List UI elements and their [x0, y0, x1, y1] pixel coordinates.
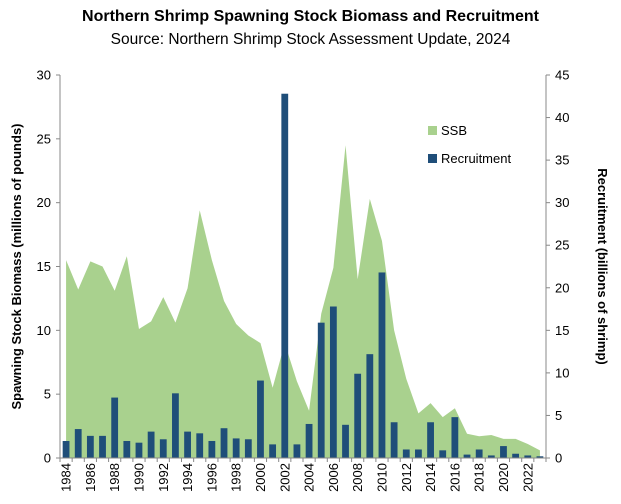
y2-tick-label: 25 [555, 238, 569, 253]
legend-recruitment-label: Recruitment [441, 151, 511, 166]
y-axis-title: Spawning Stock Biomass (millions of poun… [9, 123, 24, 409]
chart-subtitle: Source: Northern Shrimp Stock Assessment… [110, 31, 511, 48]
recruitment-bar-2020 [500, 446, 507, 458]
y-tick-label: 0 [44, 451, 51, 466]
chart-title: Northern Shrimp Spawning Stock Biomass a… [82, 8, 539, 25]
y2-tick-label: 45 [555, 68, 569, 83]
legend-ssb-label: SSB [441, 123, 467, 138]
y2-tick-label: 20 [555, 280, 569, 295]
recruitment-bar-2001 [269, 444, 277, 458]
x-tick-label: 2010 [374, 463, 389, 492]
x-tick-label: 2000 [253, 463, 268, 492]
recruitment-bar-2022 [524, 455, 532, 458]
recruitment-bar-2016 [451, 417, 459, 458]
x-tick-label: 2002 [277, 463, 292, 492]
y2-tick-label: 30 [555, 195, 569, 210]
x-tick-label: 2008 [350, 463, 365, 492]
x-tick-label: 1992 [156, 463, 171, 492]
recruitment-bar-1997 [220, 428, 228, 458]
recruitment-bar-2000 [257, 380, 264, 458]
legend: SSB Recruitment [428, 123, 511, 166]
recruitment-bar-2010 [378, 272, 386, 458]
recruitment-bar-2018 [475, 449, 483, 458]
x-tick-label: 1990 [131, 463, 146, 492]
recruitment-bar-2015 [439, 450, 447, 458]
recruitment-bar-2019 [487, 455, 495, 458]
y2-axis-title: Recruitment (billions of shrimp) [595, 168, 610, 364]
recruitment-bar-1991 [147, 431, 155, 458]
x-tick-label: 2014 [423, 463, 438, 492]
x-tick-label: 2016 [447, 463, 462, 492]
y-tick-label: 10 [37, 323, 51, 338]
recruitment-bar-1995 [196, 433, 204, 458]
recruitment-bar-1988 [111, 397, 119, 458]
x-tick-label: 2006 [326, 463, 341, 492]
x-tick-label: 2018 [472, 463, 487, 492]
x-tick-label: 1984 [59, 463, 74, 492]
recruitment-bar-2014 [427, 422, 434, 458]
recruitment-bar-2005 [317, 322, 325, 458]
recruitment-bar-1996 [208, 440, 216, 458]
recruitment-bar-1992 [159, 439, 167, 458]
ssb-area [66, 145, 540, 458]
y2-tick-label: 35 [555, 153, 569, 168]
recruitment-bar-2021 [512, 453, 520, 458]
recruitment-bar-2007 [342, 424, 349, 458]
x-tick-label: 1988 [107, 463, 122, 492]
x-tick-label: 2022 [520, 463, 535, 492]
recruitment-bar-2006 [329, 306, 337, 458]
y-tick-label: 30 [37, 68, 51, 83]
y-tick-label: 25 [37, 131, 51, 146]
legend-recruitment-swatch [428, 154, 437, 163]
recruitment-bar-2017 [463, 454, 471, 458]
recruitment-bar-2009 [366, 354, 374, 458]
y-tick-label: 15 [37, 259, 51, 274]
recruitment-bar-1989 [123, 440, 131, 458]
recruitment-bar-1987 [99, 435, 106, 458]
recruitment-bar-1984 [62, 440, 70, 458]
recruitment-bar-2013 [415, 449, 422, 458]
y2-tick-label: 10 [555, 365, 569, 380]
y2-tick-label: 5 [555, 408, 562, 423]
recruitment-bar-1986 [86, 435, 94, 458]
recruitment-bar-1999 [244, 439, 252, 458]
recruitment-bar-1990 [135, 442, 143, 458]
y2-tick-label: 40 [555, 110, 569, 125]
y-tick-label: 5 [44, 387, 51, 402]
recruitment-bar-2004 [305, 423, 313, 458]
x-tick-label: 1994 [180, 463, 195, 492]
recruitment-bar-1993 [172, 393, 179, 458]
recruitment-bar-2002 [281, 93, 289, 458]
legend-ssb-swatch [428, 126, 437, 135]
recruitment-bar-1998 [232, 438, 240, 458]
recruitment-bar-1985 [74, 429, 82, 458]
x-tick-label: 1996 [204, 463, 219, 492]
recruitment-bar-2008 [354, 373, 362, 458]
recruitment-bar-2003 [293, 444, 301, 458]
recruitment-bar-1994 [184, 431, 191, 458]
x-tick-label: 2020 [496, 463, 511, 492]
recruitment-bar-2012 [402, 449, 410, 458]
y-tick-label: 20 [37, 195, 51, 210]
recruitment-bar-2011 [390, 422, 398, 458]
x-tick-label: 1998 [229, 463, 244, 492]
x-tick-label: 2004 [302, 463, 317, 492]
recruitment-bar-2023 [536, 456, 544, 458]
y2-tick-label: 0 [555, 451, 562, 466]
y2-tick-label: 15 [555, 323, 569, 338]
x-tick-label: 2012 [399, 463, 414, 492]
x-tick-label: 1986 [83, 463, 98, 492]
